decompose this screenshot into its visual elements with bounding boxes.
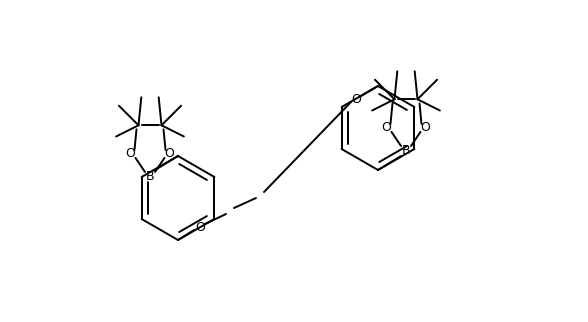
Text: B: B (402, 144, 410, 156)
Text: O: O (195, 221, 205, 233)
Text: O: O (382, 121, 392, 134)
Text: O: O (165, 147, 175, 160)
Text: B: B (146, 169, 154, 183)
Text: O: O (351, 92, 361, 106)
Text: O: O (126, 147, 135, 160)
Text: O: O (420, 121, 430, 134)
